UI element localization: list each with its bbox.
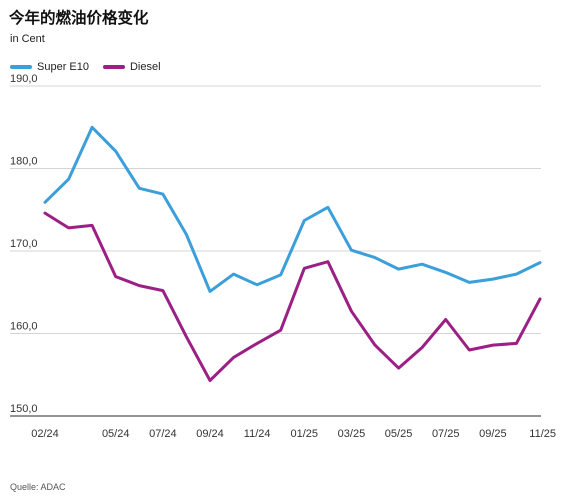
x-tick-label: 11/24 bbox=[244, 428, 271, 440]
x-tick-label: 02/24 bbox=[31, 428, 59, 440]
legend-swatch-super-e10 bbox=[10, 65, 32, 69]
legend-item-diesel: Diesel bbox=[102, 61, 161, 73]
legend-label-diesel: Diesel bbox=[129, 61, 161, 73]
legend-swatch-diesel bbox=[102, 65, 125, 69]
y-tick-label: 160,0 bbox=[10, 321, 38, 333]
legend-item-super-e10: Super E10 bbox=[10, 61, 89, 73]
y-tick-label: 190,0 bbox=[10, 73, 38, 85]
x-tick-label: 09/25 bbox=[479, 428, 507, 440]
y-axis-tick-labels: 150,0 160,0 170,0 180,0 190,0 bbox=[10, 73, 38, 415]
chart-title: 今年的燃油价格变化 bbox=[9, 9, 149, 27]
legend-label-super-e10: Super E10 bbox=[37, 61, 89, 73]
y-tick-label: 180,0 bbox=[10, 156, 38, 168]
x-axis-tick-labels: 02/24 05/24 07/24 09/24 11/24 01/25 03/25 05/25… bbox=[31, 428, 556, 440]
series-line-super-e10 bbox=[43, 125, 542, 293]
x-tick-label: 05/24 bbox=[102, 428, 130, 440]
x-tick-label: 07/24 bbox=[149, 428, 177, 440]
series-line-diesel bbox=[43, 211, 542, 382]
chart-legend: Super E10 Diesel bbox=[10, 61, 175, 73]
x-tick-label: 09/24 bbox=[196, 428, 224, 440]
x-tick-label: 05/25 bbox=[385, 428, 413, 440]
x-tick-label: 11/25 bbox=[529, 428, 556, 440]
series-lines bbox=[43, 125, 542, 382]
unit-label: in Cent bbox=[10, 33, 45, 45]
y-tick-label: 170,0 bbox=[10, 238, 38, 250]
x-tick-label: 01/25 bbox=[291, 428, 319, 440]
source-note: Quelle: ADAC bbox=[10, 482, 66, 492]
x-tick-label: 07/25 bbox=[432, 428, 460, 440]
x-tick-label: 03/25 bbox=[338, 428, 366, 440]
y-tick-label: 150,0 bbox=[10, 403, 38, 415]
